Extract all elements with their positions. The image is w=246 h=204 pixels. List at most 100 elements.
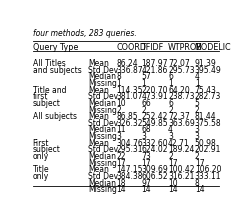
Text: 624.02: 624.02 [141, 145, 168, 154]
Text: 381.07: 381.07 [117, 92, 143, 101]
Text: 91.39: 91.39 [195, 59, 216, 68]
Text: 72.07: 72.07 [168, 59, 190, 68]
Text: 2: 2 [195, 105, 200, 114]
Text: 220.70: 220.70 [141, 85, 168, 94]
Text: Missing: Missing [88, 158, 117, 167]
Text: 202.91: 202.91 [195, 145, 221, 154]
Text: subject: subject [33, 145, 61, 154]
Text: 68: 68 [141, 125, 151, 134]
Text: COORD: COORD [117, 43, 147, 51]
Text: 14: 14 [141, 184, 151, 193]
Text: Mean: Mean [88, 138, 109, 147]
Text: TFIDF: TFIDF [141, 43, 163, 51]
Text: and subjects: and subjects [33, 65, 81, 74]
Text: 50.98: 50.98 [195, 138, 216, 147]
Text: 326.32: 326.32 [117, 118, 143, 127]
Text: Median: Median [88, 72, 116, 81]
Text: Mean: Mean [88, 164, 109, 173]
Text: 282.73: 282.73 [195, 92, 221, 101]
Text: Mean: Mean [88, 112, 109, 121]
Text: only: only [33, 171, 49, 180]
Text: only: only [33, 151, 49, 160]
Text: Mean: Mean [88, 59, 109, 68]
Text: 147.15: 147.15 [117, 164, 143, 173]
Text: 106.20: 106.20 [195, 164, 221, 173]
Text: 86.24: 86.24 [117, 59, 138, 68]
Text: 64.20: 64.20 [168, 85, 190, 94]
Text: 8: 8 [117, 72, 121, 81]
Text: 97: 97 [141, 178, 151, 187]
Text: 11: 11 [117, 125, 126, 134]
Text: 333.11: 333.11 [195, 171, 221, 180]
Text: 3: 3 [195, 125, 200, 134]
Text: 187.97: 187.97 [141, 59, 168, 68]
Text: 1: 1 [141, 79, 146, 88]
Text: 17: 17 [195, 158, 204, 167]
Text: All Titles: All Titles [33, 59, 65, 68]
Text: Title: Title [33, 164, 49, 173]
Text: 17: 17 [168, 158, 178, 167]
Text: 473.91: 473.91 [141, 92, 168, 101]
Text: 421.86: 421.86 [141, 65, 168, 74]
Text: 18: 18 [117, 178, 126, 187]
Text: 86.85: 86.85 [117, 112, 138, 121]
Text: 17: 17 [117, 158, 126, 167]
Text: Mean: Mean [88, 85, 109, 94]
Text: Missing: Missing [88, 184, 117, 193]
Text: 189.24: 189.24 [168, 145, 194, 154]
Text: Median: Median [88, 178, 116, 187]
Text: 73: 73 [141, 151, 151, 160]
Text: 309.69: 309.69 [141, 164, 168, 173]
Text: 3: 3 [117, 131, 122, 140]
Text: 304.76: 304.76 [117, 138, 143, 147]
Text: Missing: Missing [88, 105, 117, 114]
Text: 2: 2 [141, 105, 146, 114]
Text: 238.73: 238.73 [168, 92, 195, 101]
Text: 375.58: 375.58 [195, 118, 221, 127]
Text: Missing: Missing [88, 79, 117, 88]
Text: 5: 5 [195, 99, 200, 108]
Text: first: first [33, 92, 48, 101]
Text: MODELIC: MODELIC [195, 43, 231, 51]
Text: 295.73: 295.73 [168, 65, 195, 74]
Text: 336.87: 336.87 [117, 65, 143, 74]
Text: Std Dev: Std Dev [88, 145, 118, 154]
Text: 81.44: 81.44 [195, 112, 216, 121]
Text: 66: 66 [141, 99, 151, 108]
Text: 2: 2 [168, 151, 173, 160]
Text: 42.71: 42.71 [168, 138, 190, 147]
Text: 8: 8 [195, 178, 200, 187]
Text: Std Dev: Std Dev [88, 65, 118, 74]
Text: 4: 4 [195, 72, 200, 81]
Text: 2: 2 [168, 105, 173, 114]
Text: 10: 10 [168, 178, 178, 187]
Text: Median: Median [88, 99, 116, 108]
Text: 395.49: 395.49 [195, 65, 221, 74]
Text: 72.37: 72.37 [168, 112, 190, 121]
Text: Title and: Title and [33, 85, 66, 94]
Text: 606.52: 606.52 [141, 171, 168, 180]
Text: 6: 6 [168, 72, 173, 81]
Text: Missing: Missing [88, 131, 117, 140]
Text: 1: 1 [168, 79, 173, 88]
Text: All subjects: All subjects [33, 112, 77, 121]
Text: 3: 3 [168, 131, 173, 140]
Text: 3: 3 [195, 131, 200, 140]
Text: 14: 14 [195, 184, 204, 193]
Text: 75.43: 75.43 [195, 85, 216, 94]
Text: 10: 10 [117, 99, 126, 108]
Text: 22: 22 [117, 151, 126, 160]
Text: 1: 1 [195, 79, 200, 88]
Text: Median: Median [88, 125, 116, 134]
Text: Query Type: Query Type [33, 43, 78, 51]
Text: 4: 4 [168, 125, 173, 134]
Text: Std Dev: Std Dev [88, 171, 118, 180]
Text: 57: 57 [141, 72, 151, 81]
Text: Std Dev: Std Dev [88, 118, 118, 127]
Text: Std Dev: Std Dev [88, 92, 118, 101]
Text: 252.42: 252.42 [141, 112, 168, 121]
Text: 1: 1 [117, 79, 121, 88]
Text: 3: 3 [141, 131, 146, 140]
Text: subject: subject [33, 99, 61, 108]
Text: 316.21: 316.21 [168, 171, 194, 180]
